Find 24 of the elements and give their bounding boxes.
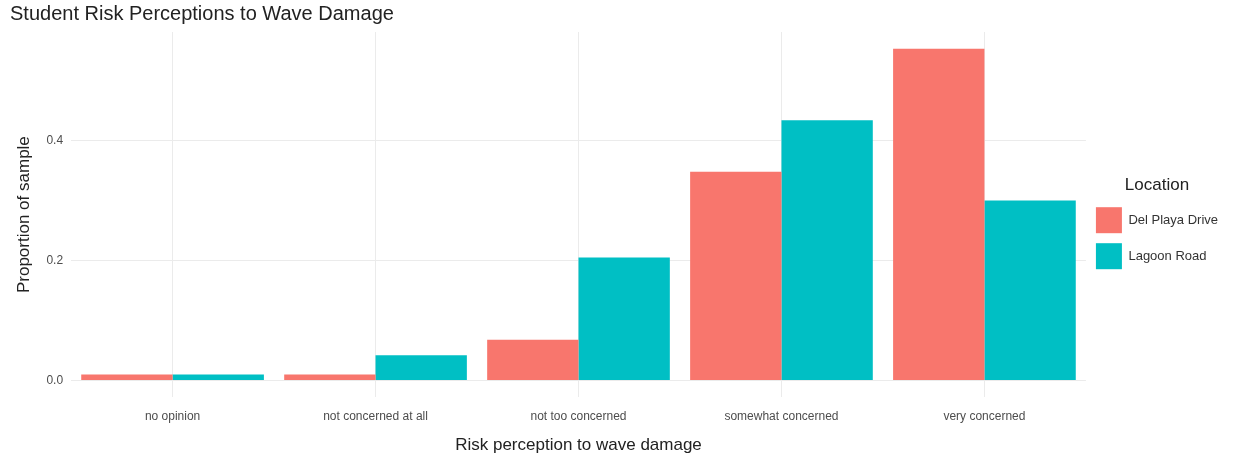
x-tick-label: not concerned at all <box>323 408 428 423</box>
x-tick-label: not too concerned <box>530 408 627 423</box>
x-tick-label: somewhat concerned <box>724 408 839 423</box>
y-axis-title: Proportion of sample <box>13 136 33 294</box>
y-tick-label: 0.0 <box>46 372 64 387</box>
legend-label: Lagoon Road <box>1128 247 1207 263</box>
legend-title: Location <box>1124 174 1190 194</box>
y-tick-label: 0.2 <box>46 252 64 267</box>
bar <box>984 200 1076 380</box>
bar <box>578 257 670 380</box>
x-tick-label: very concerned <box>943 408 1026 423</box>
bar <box>690 171 782 380</box>
chart-title: Student Risk Perceptions to Wave Damage <box>10 1 394 24</box>
bar <box>172 374 264 380</box>
x-tick-label: no opinion <box>144 408 201 423</box>
bar <box>893 48 985 380</box>
bar <box>375 355 467 380</box>
bar <box>781 120 873 380</box>
x-axis-title: Risk perception to wave damage <box>455 435 702 455</box>
bar <box>81 374 173 380</box>
legend-label: Del Playa Drive <box>1128 211 1219 227</box>
y-tick-label: 0.4 <box>46 132 64 147</box>
bar <box>487 339 579 380</box>
bar <box>284 374 376 380</box>
